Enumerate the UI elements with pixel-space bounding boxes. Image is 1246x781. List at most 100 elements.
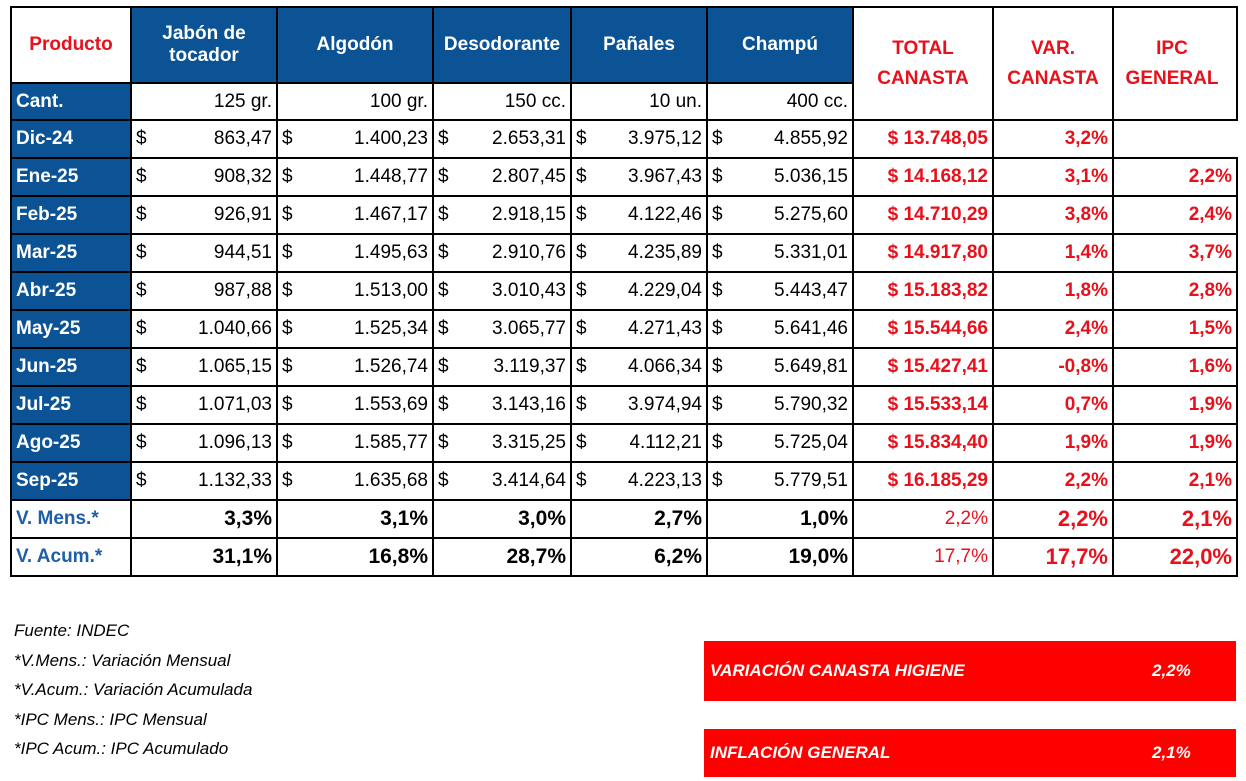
currency-symbol: $ (136, 432, 147, 453)
ipc-general-cell: 1,5% (1112, 309, 1238, 349)
table-row: Jun-25 $1.065,15 $1.526,74 $3.119,37 $4.066,… (10, 347, 1238, 387)
price-cell: $5.331,01 (706, 233, 854, 273)
note-source: Fuente: INDEC (14, 621, 130, 640)
note: *IPC Acum.: IPC Acumulado (14, 739, 229, 758)
product-header: Champú (706, 6, 854, 84)
price-value: 1.040,66 (198, 318, 272, 339)
currency-symbol: $ (712, 356, 723, 377)
price-value: 2.910,76 (492, 242, 566, 263)
price-cell: $1.525,34 (276, 309, 434, 349)
price-cell: $863,47 (130, 119, 278, 159)
currency-symbol: $ (438, 318, 449, 339)
price-value: 3.315,25 (492, 432, 566, 453)
summary-var: 17,7% (992, 537, 1114, 577)
price-value: 1.513,00 (354, 280, 428, 301)
price-cell: $2.918,15 (432, 195, 572, 235)
price-value: 1.585,77 (354, 432, 428, 453)
currency-symbol: $ (282, 470, 293, 491)
price-value: 4.271,43 (628, 318, 702, 339)
summary-value: 3,0% (432, 499, 572, 539)
table-row: Feb-25 $926,91 $1.467,17 $2.918,15 $4.122,46… (10, 195, 1238, 235)
currency-symbol: $ (576, 432, 587, 453)
price-cell: $4.066,34 (570, 347, 708, 387)
currency-symbol: $ (282, 394, 293, 415)
var-canasta-cell: 0,7% (992, 385, 1114, 425)
ipc-general-cell: 1,9% (1112, 385, 1238, 425)
currency-symbol: $ (576, 242, 587, 263)
table-row: Mar-25 $944,51 $1.495,63 $2.910,76 $4.235,89… (10, 233, 1238, 273)
summary-value: 16,8% (276, 537, 434, 577)
price-value: 1.526,74 (354, 356, 428, 377)
summary-var: 2,2% (992, 499, 1114, 539)
price-cell: $3.967,43 (570, 157, 708, 197)
currency-symbol: $ (576, 128, 587, 149)
summary-ipc: 22,0% (1112, 537, 1238, 577)
price-table: Producto Jabón de tocador Algodón Desodo… (10, 6, 1238, 577)
month-label: Ene-25 (10, 157, 132, 197)
total-canasta-cell: $ 14.710,29 (852, 195, 994, 235)
price-value: 4.112,21 (629, 432, 702, 453)
price-cell: $1.513,00 (276, 271, 434, 311)
price-value: 5.036,15 (774, 166, 848, 187)
box-label: INFLACIÓN GENERAL (710, 743, 891, 762)
price-cell: $1.400,23 (276, 119, 434, 159)
price-value: 4.122,46 (628, 204, 702, 225)
price-value: 2.918,15 (492, 204, 566, 225)
summary-value: 6,2% (570, 537, 708, 577)
var-canasta-header: VAR. CANASTA (992, 6, 1114, 121)
var-canasta-cell: 1,9% (992, 423, 1114, 463)
summary-value: 2,7% (570, 499, 708, 539)
qty-cell: 400 cc. (706, 82, 854, 121)
product-header: Jabón de tocador (130, 6, 278, 84)
summary-ipc: 2,1% (1112, 499, 1238, 539)
summary-row: V. Mens.* 3,3% 3,1% 3,0% 2,7% 1,0% 2,2% 2,2% 2,1… (10, 499, 1238, 539)
price-cell: $4.235,89 (570, 233, 708, 273)
summary-total: 17,7% (852, 537, 994, 577)
price-value: 5.641,46 (774, 318, 848, 339)
currency-symbol: $ (136, 470, 147, 491)
price-cell: $1.467,17 (276, 195, 434, 235)
price-cell: $5.649,81 (706, 347, 854, 387)
total-canasta-cell: $ 16.185,29 (852, 461, 994, 501)
currency-symbol: $ (576, 280, 587, 301)
price-cell: $5.443,47 (706, 271, 854, 311)
summary-value: 3,3% (130, 499, 278, 539)
product-header: Pañales (570, 6, 708, 84)
total-canasta-cell: $ 15.427,41 (852, 347, 994, 387)
currency-symbol: $ (438, 242, 449, 263)
price-cell: $4.855,92 (706, 119, 854, 159)
box-value: 2,1% (1152, 743, 1191, 762)
var-canasta-cell: 1,4% (992, 233, 1114, 273)
price-cell: $3.974,94 (570, 385, 708, 425)
price-value: 5.779,51 (774, 470, 848, 491)
price-value: 1.400,23 (354, 128, 428, 149)
ipc-general-cell: 1,9% (1112, 423, 1238, 463)
table-row: Ago-25 $1.096,13 $1.585,77 $3.315,25 $4.112,… (10, 423, 1238, 463)
price-value: 1.132,33 (198, 470, 272, 491)
price-cell: $4.271,43 (570, 309, 708, 349)
price-cell: $1.526,74 (276, 347, 434, 387)
currency-symbol: $ (136, 356, 147, 377)
price-cell: $987,88 (130, 271, 278, 311)
currency-symbol: $ (136, 280, 147, 301)
var-canasta-cell: 1,8% (992, 271, 1114, 311)
price-value: 5.649,81 (774, 356, 848, 377)
footnotes: Fuente: INDEC *V.Mens.: Variación Mensua… (14, 616, 252, 764)
currency-symbol: $ (576, 356, 587, 377)
price-value: 5.275,60 (774, 204, 848, 225)
inflacion-general-box: INFLACIÓN GENERAL 2,1% (704, 729, 1236, 777)
qty-cell: 10 un. (570, 82, 708, 121)
var-canasta-cell: 2,2% (992, 461, 1114, 501)
qty-cell: 150 cc. (432, 82, 572, 121)
summary-row: V. Acum.* 31,1% 16,8% 28,7% 6,2% 19,0% 17,7% 17… (10, 537, 1238, 577)
table-row: Abr-25 $987,88 $1.513,00 $3.010,43 $4.229,04… (10, 271, 1238, 311)
price-value: 1.635,68 (354, 470, 428, 491)
price-value: 908,32 (213, 166, 272, 187)
price-cell: $5.779,51 (706, 461, 854, 501)
currency-symbol: $ (282, 128, 293, 149)
note: *V.Acum.: Variación Acumulada (14, 680, 253, 699)
month-label: Abr-25 (10, 271, 132, 311)
price-value: 5.331,01 (774, 242, 848, 263)
price-cell: $5.725,04 (706, 423, 854, 463)
price-value: 3.010,43 (492, 280, 566, 301)
